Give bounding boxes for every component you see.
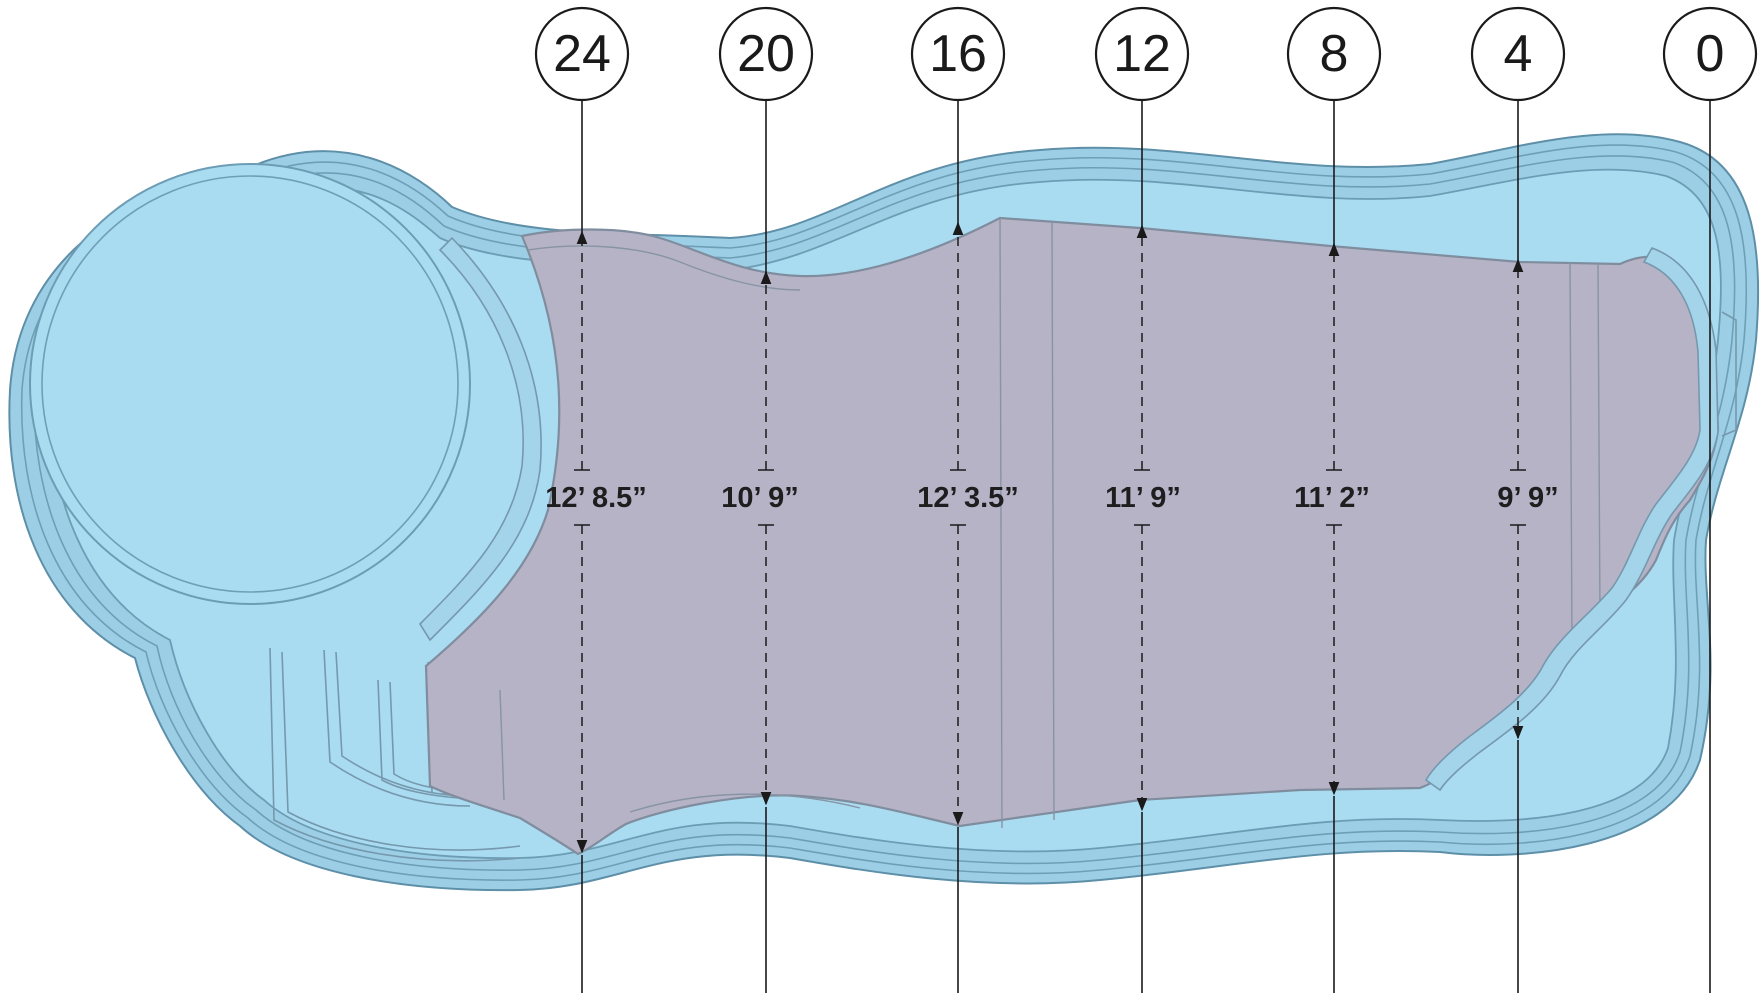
station-0: 0 [1662,6,1758,993]
deep-facet-6 [499,689,505,801]
station-12: 12 [1094,6,1190,993]
left-bench [418,236,542,642]
dimension-station-24: 12’ 8.5” [545,230,647,854]
dimension-station-4: 9’ 9” [1497,258,1559,740]
station-label: 24 [553,25,611,83]
step-3 [323,649,471,807]
dimension-station-20: 10’ 9” [721,270,799,806]
step-2 [281,651,521,851]
deep-area [424,216,1720,856]
deep-facet-4 [1569,261,1573,641]
station-label: 20 [737,25,795,83]
coping-ring-1 [20,144,1748,881]
round-end-circle [29,163,471,605]
station-label: 12 [1113,25,1171,83]
width-label: 11’ 2” [1294,482,1370,514]
station-label: 0 [1696,25,1725,83]
station-markers: 24 20 16 12 8 4 [534,6,1758,993]
station-label: 4 [1504,25,1533,83]
coping-ring-2 [33,155,1736,871]
width-dimensions: 12’ 8.5” 10’ 9” 12’ 3.5” 11’ 9” [545,221,1559,854]
station-8: 8 [1286,6,1382,993]
station-20: 20 [718,6,814,993]
deep-facet-3 [1051,221,1055,821]
deep-facet-1 [527,245,801,291]
station-circle [1662,6,1758,102]
station-circle [910,6,1006,102]
station-label: 16 [929,25,987,83]
step-5 [377,679,461,799]
dimension-station-8: 11’ 2” [1294,242,1370,796]
round-end [29,163,542,642]
station-circle [1470,6,1566,102]
station-circle [718,6,814,102]
deep-facet-2 [999,217,1003,829]
right-bench [1424,247,1737,792]
deep-facet-5 [1597,263,1601,617]
station-label: 8 [1320,25,1349,83]
right-bench-ledge [1721,311,1737,437]
station-4: 4 [1470,6,1566,993]
dimension-station-12: 11’ 9” [1105,224,1181,812]
station-16: 16 [910,6,1006,993]
round-end-ring [41,175,459,593]
width-label: 11’ 9” [1105,482,1181,514]
width-label: 12’ 8.5” [545,482,647,514]
station-circle [1286,6,1382,102]
deep-facet-7 [629,793,861,813]
right-bench-seat [1424,247,1719,792]
dimension-station-16: 12’ 3.5” [917,221,1019,826]
step-1 [269,647,521,862]
width-label: 9’ 9” [1497,482,1558,514]
width-label: 12’ 3.5” [917,482,1019,514]
station-circle [534,6,630,102]
station-circle [1094,6,1190,102]
width-label: 10’ 9” [721,482,798,514]
station-24: 24 [534,6,630,993]
